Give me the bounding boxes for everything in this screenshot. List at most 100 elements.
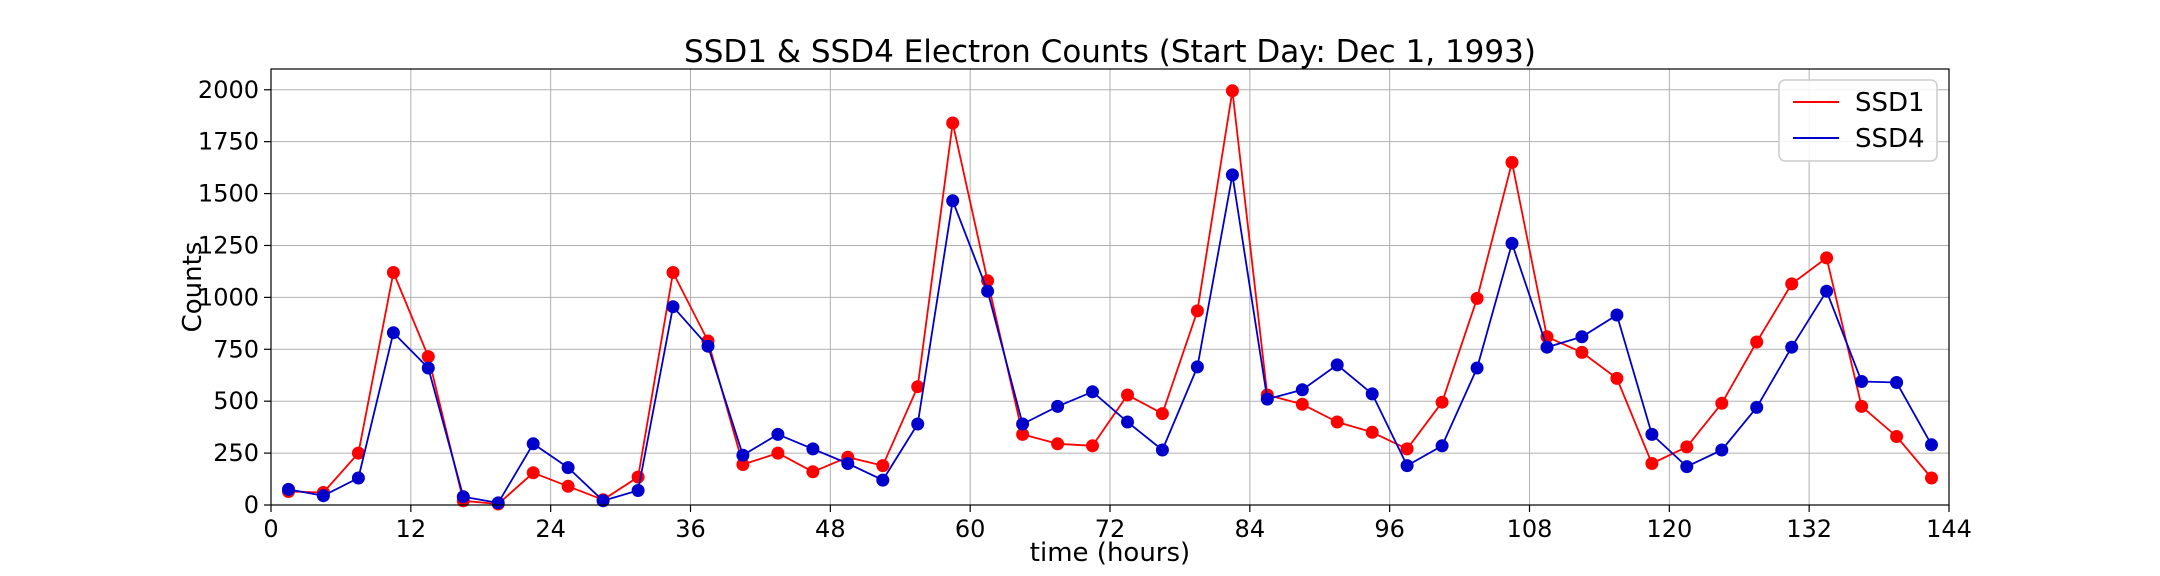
- y-tick-label: 500: [213, 387, 259, 415]
- data-point-ssd4: [1400, 459, 1414, 473]
- data-point-ssd4: [1086, 385, 1099, 399]
- data-point-ssd1: [386, 266, 400, 279]
- data-point-ssd4: [1051, 399, 1065, 413]
- data-point-ssd1: [736, 458, 750, 471]
- data-point-ssd4: [526, 437, 540, 451]
- data-point-ssd4: [596, 494, 610, 508]
- data-point-ssd4: [456, 490, 470, 504]
- data-point-ssd1: [1575, 345, 1589, 359]
- data-point-ssd1: [1400, 442, 1414, 456]
- data-point-ssd4: [1680, 460, 1694, 474]
- x-tick-label: 84: [1235, 515, 1266, 543]
- data-point-ssd1: [1890, 430, 1904, 443]
- y-axis-title: Counts: [178, 242, 208, 333]
- y-tick-label: 750: [213, 335, 259, 363]
- data-point-ssd4: [386, 326, 400, 340]
- data-point-ssd1: [1330, 415, 1344, 429]
- legend-frame: [1778, 79, 1938, 162]
- data-point-ssd4: [1190, 360, 1204, 374]
- x-tick-label: 12: [396, 515, 427, 543]
- legend-label-ssd1: SSD1: [1855, 88, 1925, 118]
- data-point-ssd1: [1820, 251, 1834, 265]
- x-tick-label: 108: [1507, 515, 1553, 543]
- data-point-ssd1: [1051, 437, 1065, 451]
- x-tick-label: 120: [1646, 515, 1692, 543]
- data-point-ssd1: [1925, 471, 1938, 485]
- data-point-ssd1: [1086, 439, 1099, 453]
- data-point-ssd1: [1016, 427, 1030, 441]
- data-point-ssd4: [1505, 236, 1519, 250]
- data-point-ssd4: [1540, 340, 1554, 354]
- data-point-ssd4: [666, 300, 680, 314]
- data-point-ssd1: [666, 266, 680, 279]
- data-point-ssd4: [1016, 417, 1030, 431]
- data-point-ssd4: [981, 284, 995, 298]
- data-point-ssd4: [1610, 308, 1624, 322]
- data-point-ssd1: [1610, 371, 1624, 385]
- data-point-ssd1: [1295, 397, 1309, 411]
- grid: [270, 69, 1950, 506]
- data-point-ssd4: [1365, 387, 1379, 401]
- data-point-ssd4: [282, 482, 295, 496]
- y-tick-label: 1000: [198, 283, 259, 311]
- data-point-ssd1: [1470, 291, 1484, 305]
- x-tick-label: 0: [263, 515, 278, 543]
- y-tick-label: 2000: [198, 76, 259, 104]
- y-tick-label: 1250: [198, 231, 259, 259]
- series-ssd4: [282, 168, 1938, 510]
- data-point-ssd4: [1820, 284, 1834, 298]
- data-point-ssd1: [1680, 440, 1694, 454]
- chart-title: SSD1 & SSD4 Electron Counts (Start Day: …: [684, 34, 1536, 70]
- data-point-ssd1: [631, 470, 645, 484]
- data-point-ssd4: [1715, 443, 1729, 457]
- data-point-ssd4: [316, 489, 330, 503]
- data-point-ssd1: [1155, 407, 1169, 421]
- data-point-ssd1: [421, 350, 435, 364]
- x-tick-label: 72: [1095, 515, 1126, 543]
- data-point-ssd1: [876, 459, 890, 473]
- data-point-ssd4: [1260, 392, 1274, 406]
- data-point-ssd4: [561, 461, 575, 475]
- data-point-ssd1: [561, 479, 575, 493]
- data-point-ssd4: [701, 339, 715, 353]
- data-point-ssd1: [1505, 155, 1519, 169]
- legend-label-ssd4: SSD4: [1855, 124, 1925, 154]
- data-point-ssd1: [1715, 396, 1729, 410]
- data-point-ssd4: [1121, 415, 1134, 429]
- y-tick-label: 0: [244, 491, 259, 519]
- data-point-ssd1: [946, 116, 960, 130]
- data-point-ssd4: [1295, 383, 1309, 397]
- data-point-ssd1: [1121, 388, 1134, 402]
- x-tick-label: 24: [535, 515, 566, 543]
- data-point-ssd1: [1435, 395, 1449, 409]
- data-point-ssd1: [771, 446, 785, 460]
- data-point-ssd4: [351, 471, 365, 485]
- x-tick-label: 60: [955, 515, 986, 543]
- data-point-ssd1: [911, 380, 925, 394]
- data-point-ssd4: [421, 361, 435, 375]
- data-point-ssd1: [1855, 399, 1869, 413]
- data-point-ssd4: [1645, 427, 1659, 441]
- data-point-ssd4: [631, 484, 645, 497]
- data-point-ssd1: [806, 465, 820, 479]
- x-tick-label: 132: [1786, 515, 1832, 543]
- data-point-ssd1: [351, 446, 365, 460]
- axes: 0 12 24 36 48 60 72 84 96 108 120 132 144 0 250 500 750 1…: [198, 76, 1972, 543]
- y-tick-label: 1500: [198, 180, 259, 208]
- x-axis-title: time (hours): [1030, 538, 1190, 568]
- data-point-ssd4: [1785, 340, 1799, 354]
- data-point-ssd4: [1470, 361, 1484, 375]
- data-point-ssd4: [1855, 375, 1869, 388]
- data-point-ssd4: [491, 496, 505, 510]
- data-point-ssd4: [1575, 330, 1589, 344]
- data-point-ssd1: [1785, 277, 1799, 291]
- x-tick-label: 96: [1374, 515, 1405, 543]
- data-point-ssd1: [1645, 457, 1659, 470]
- series-line-ssd4: [288, 173, 1933, 504]
- data-point-ssd4: [841, 457, 855, 470]
- data-point-ssd4: [1750, 400, 1764, 414]
- data-point-ssd4: [876, 473, 890, 487]
- data-point-ssd4: [1890, 376, 1904, 389]
- data-point-ssd4: [911, 417, 925, 431]
